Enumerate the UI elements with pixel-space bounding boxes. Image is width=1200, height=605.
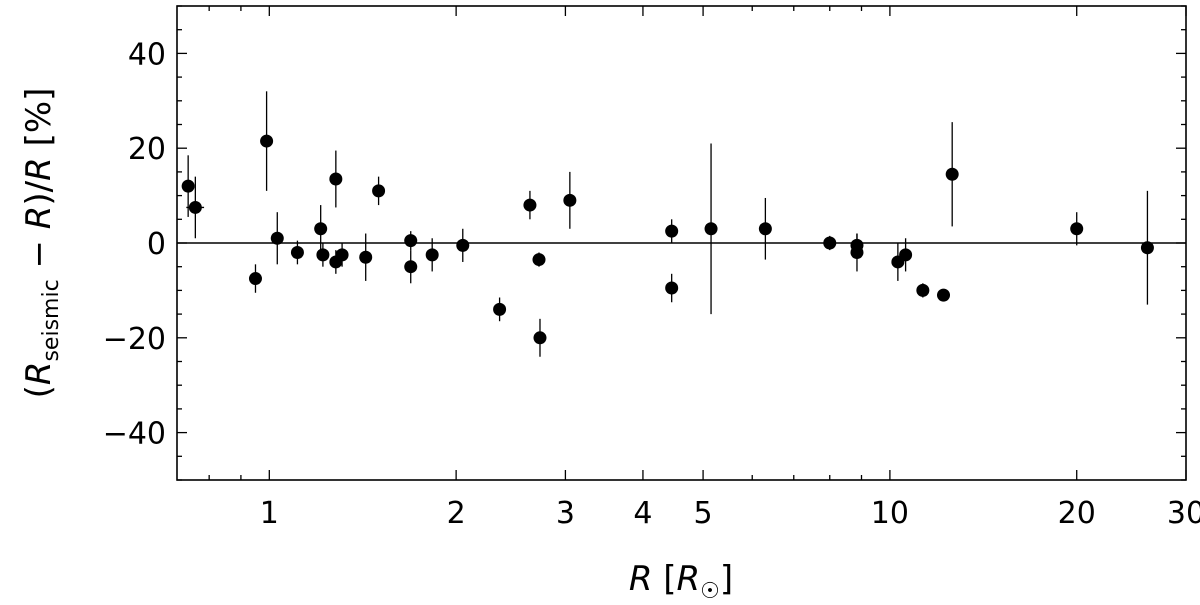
data-point — [404, 231, 418, 251]
point-marker — [260, 134, 274, 148]
point-marker — [916, 283, 930, 297]
data-point — [314, 205, 328, 253]
point-marker — [523, 198, 537, 212]
point-marker — [456, 238, 470, 252]
data-point — [533, 318, 547, 357]
data-point — [329, 150, 343, 208]
tick-labels: 1 2 3 4 5 10 20 30 40 20 0 −20 −40 — [103, 37, 1200, 531]
point-marker — [372, 184, 386, 198]
data-point — [181, 155, 195, 217]
x-tick-label: 1 — [260, 496, 279, 531]
y-tick-label: 20 — [128, 132, 166, 167]
point-marker — [404, 234, 418, 248]
data-point — [260, 91, 274, 191]
data-point — [891, 243, 905, 281]
data-point — [823, 235, 837, 251]
y-tick-label: −20 — [103, 322, 166, 357]
data-point — [665, 219, 679, 243]
data-point — [758, 197, 772, 260]
data-point — [899, 238, 913, 272]
point-marker — [823, 236, 837, 250]
point-marker — [665, 281, 679, 295]
data-point — [186, 176, 205, 239]
data-point — [493, 297, 507, 322]
point-marker — [899, 248, 913, 262]
data-point — [1070, 212, 1084, 246]
data-point — [665, 273, 679, 303]
data-point — [1140, 190, 1154, 305]
point-marker — [335, 248, 349, 262]
point-marker — [704, 222, 718, 236]
point-marker — [329, 172, 343, 186]
data-point — [916, 283, 930, 298]
x-axis-label: R [R☉] — [629, 559, 733, 604]
data-point — [270, 212, 284, 265]
point-marker — [758, 222, 772, 236]
point-marker — [188, 200, 202, 214]
point-marker — [533, 331, 547, 345]
y-tick-label: −40 — [103, 417, 166, 452]
data-point — [404, 250, 418, 284]
point-marker — [314, 222, 328, 236]
data-point — [372, 176, 386, 206]
y-axis-label: (Rseismic − R)/R [%] — [19, 88, 64, 399]
data-point — [316, 243, 330, 267]
y-tick-label: 0 — [147, 227, 166, 262]
data-point — [850, 233, 864, 272]
data-point — [425, 238, 439, 272]
data-point — [704, 143, 718, 315]
point-marker — [936, 288, 950, 302]
x-tick-label: 20 — [1058, 496, 1096, 531]
x-tick-label: 2 — [447, 496, 466, 531]
data-point — [335, 243, 349, 267]
data-point — [248, 264, 262, 293]
point-marker — [270, 231, 284, 245]
point-marker — [248, 272, 262, 286]
data-point — [523, 190, 537, 220]
data-point — [945, 122, 959, 227]
x-tick-label: 4 — [633, 496, 652, 531]
point-marker — [493, 302, 507, 316]
data-point — [359, 233, 373, 281]
x-tick-label: 5 — [694, 496, 713, 531]
point-marker — [316, 248, 330, 262]
point-marker — [181, 179, 195, 193]
point-marker — [359, 250, 373, 264]
y-tick-label: 40 — [128, 37, 166, 72]
point-marker — [850, 245, 864, 259]
x-tick-label: 3 — [556, 496, 575, 531]
data-point — [563, 171, 577, 229]
point-marker — [532, 253, 546, 267]
point-marker — [665, 224, 679, 238]
x-tick-label: 10 — [871, 496, 909, 531]
data-point — [290, 240, 304, 265]
point-marker — [563, 193, 577, 207]
data-points — [181, 91, 1154, 357]
axis-ticks — [177, 5, 1187, 481]
point-marker — [945, 167, 959, 181]
data-point — [936, 288, 950, 302]
x-tick-label: 30 — [1167, 496, 1200, 531]
point-marker — [290, 245, 304, 259]
data-point — [456, 228, 470, 262]
data-point — [532, 252, 546, 267]
point-marker — [425, 248, 439, 262]
point-marker — [1070, 222, 1084, 236]
point-marker — [404, 260, 418, 274]
point-marker — [1140, 241, 1154, 255]
